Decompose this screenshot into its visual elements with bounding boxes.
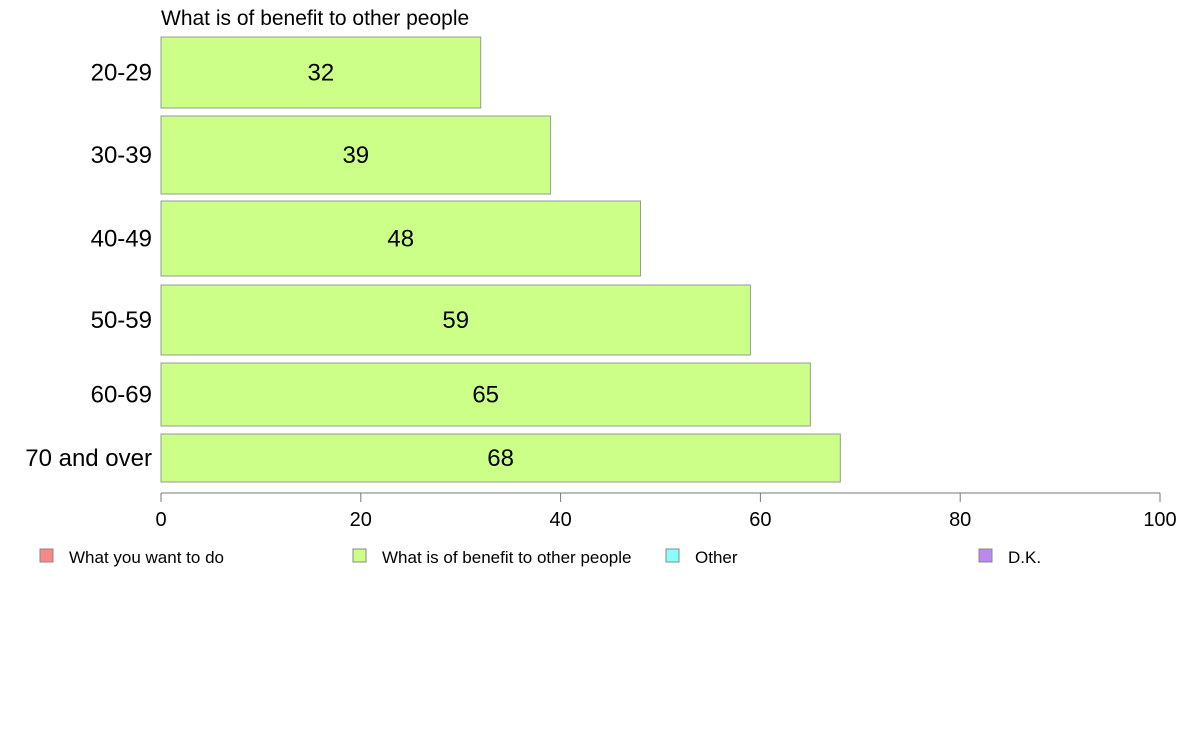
x-tick-label: 40 (549, 509, 571, 531)
legend-label: D.K. (1008, 548, 1041, 567)
x-axis: 0 20 40 60 80 100 (155, 492, 1177, 531)
category-label: 60-69 (91, 382, 152, 409)
x-tick-label: 20 (350, 509, 372, 531)
bar-40-49 (160, 200, 642, 277)
data-label: 32 (307, 60, 334, 87)
legend-swatch (39, 548, 54, 563)
legend-label: What is of benefit to other people (382, 548, 632, 567)
legend-swatch (978, 548, 993, 563)
data-label: 59 (442, 307, 469, 334)
category-label: 20-29 (91, 60, 152, 87)
x-tick-label: 80 (949, 509, 971, 531)
bar-20-29 (160, 36, 482, 109)
data-label: 65 (472, 382, 499, 409)
bars-group: 20-29 32 30-39 39 40-49 48 50-59 59 60-69 65 70 an… (25, 36, 841, 483)
legend-label: What you want to do (69, 548, 224, 567)
category-label: 40-49 (91, 226, 152, 253)
legend: What you want to do What is of benefit to… (39, 548, 1041, 567)
legend-swatch (352, 548, 367, 563)
data-label: 39 (342, 142, 369, 169)
legend-swatch (665, 548, 680, 563)
chart-title: What is of benefit to other people (161, 7, 469, 30)
category-label: 70 and over (25, 445, 152, 472)
data-label: 48 (387, 226, 414, 253)
data-label: 68 (487, 445, 514, 472)
category-label: 30-39 (91, 142, 152, 169)
category-label: 50-59 (91, 307, 152, 334)
x-tick-label: 60 (749, 509, 771, 531)
bar-70-and-over (160, 433, 841, 483)
x-tick-label: 100 (1143, 509, 1176, 531)
x-tick-label: 0 (155, 509, 166, 531)
bar-30-39 (160, 115, 552, 195)
bar-60-69 (160, 362, 811, 427)
legend-label: Other (695, 548, 738, 567)
bar-50-59 (160, 284, 751, 356)
